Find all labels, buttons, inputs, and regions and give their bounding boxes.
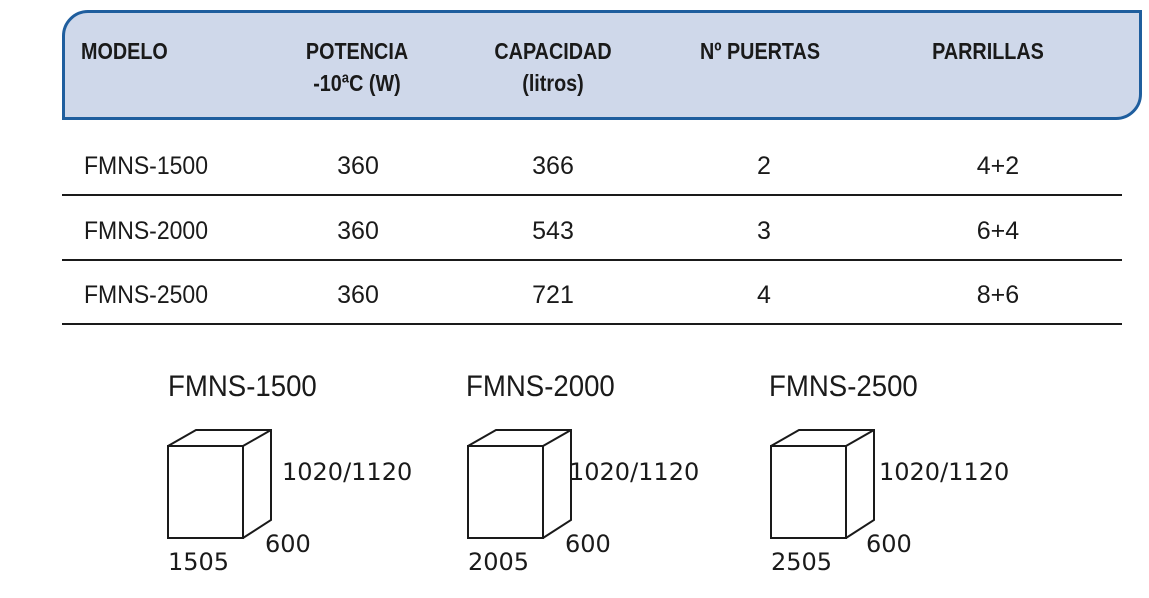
table-header: MODELO POTENCIA -10ªC (W) CAPACIDAD (lit… (62, 10, 1142, 120)
header-capacidad: CAPACIDAD (litros) (494, 38, 612, 96)
dimension-height: 1020/1120 (282, 458, 413, 486)
cell-grills: 6+4 (976, 217, 1020, 245)
table-row: FMNS-2000 360 543 3 6+4 (62, 201, 1122, 261)
dimension-title: FMNS-2000 (466, 370, 615, 403)
header-potencia: POTENCIA -10ªC (W) (305, 38, 409, 96)
header-puertas: Nº PUERTAS (699, 38, 821, 64)
dimension-height: 1020/1120 (879, 458, 1010, 486)
cell-doors: 3 (757, 217, 771, 245)
dimension-depth: 600 (565, 530, 611, 558)
dimension-height: 1020/1120 (569, 458, 700, 486)
cell-capacity: 721 (532, 281, 574, 309)
table-row: FMNS-2500 360 721 4 8+6 (62, 265, 1122, 325)
cell-power: 360 (337, 281, 379, 309)
cabinet-box-icon (770, 429, 875, 539)
cell-capacity: 543 (532, 217, 574, 245)
cell-model: FMNS-1500 (84, 152, 208, 180)
cell-capacity: 366 (532, 152, 574, 180)
cell-grills: 4+2 (976, 152, 1020, 180)
row-divider (62, 323, 1122, 325)
row-divider (62, 194, 1122, 196)
cell-power: 360 (337, 217, 379, 245)
cell-doors: 2 (757, 152, 771, 180)
table-row: FMNS-1500 360 366 2 4+2 (62, 136, 1122, 196)
dimension-depth: 600 (265, 530, 311, 558)
row-divider (62, 259, 1122, 261)
dimension-width: 1505 (168, 548, 230, 576)
cell-power: 360 (337, 152, 379, 180)
cell-grills: 8+6 (976, 281, 1020, 309)
cell-model: FMNS-2500 (84, 281, 208, 309)
header-parrillas: PARRILLAS (932, 38, 1044, 64)
cabinet-box-icon (167, 429, 272, 539)
cell-doors: 4 (757, 281, 771, 309)
dimension-title: FMNS-1500 (168, 370, 317, 403)
dimension-depth: 600 (866, 530, 912, 558)
dimension-width: 2005 (468, 548, 530, 576)
header-modelo: MODELO (81, 38, 168, 64)
dimension-title: FMNS-2500 (769, 370, 918, 403)
cabinet-box-icon (467, 429, 572, 539)
cell-model: FMNS-2000 (84, 217, 208, 245)
dimension-width: 2505 (771, 548, 833, 576)
